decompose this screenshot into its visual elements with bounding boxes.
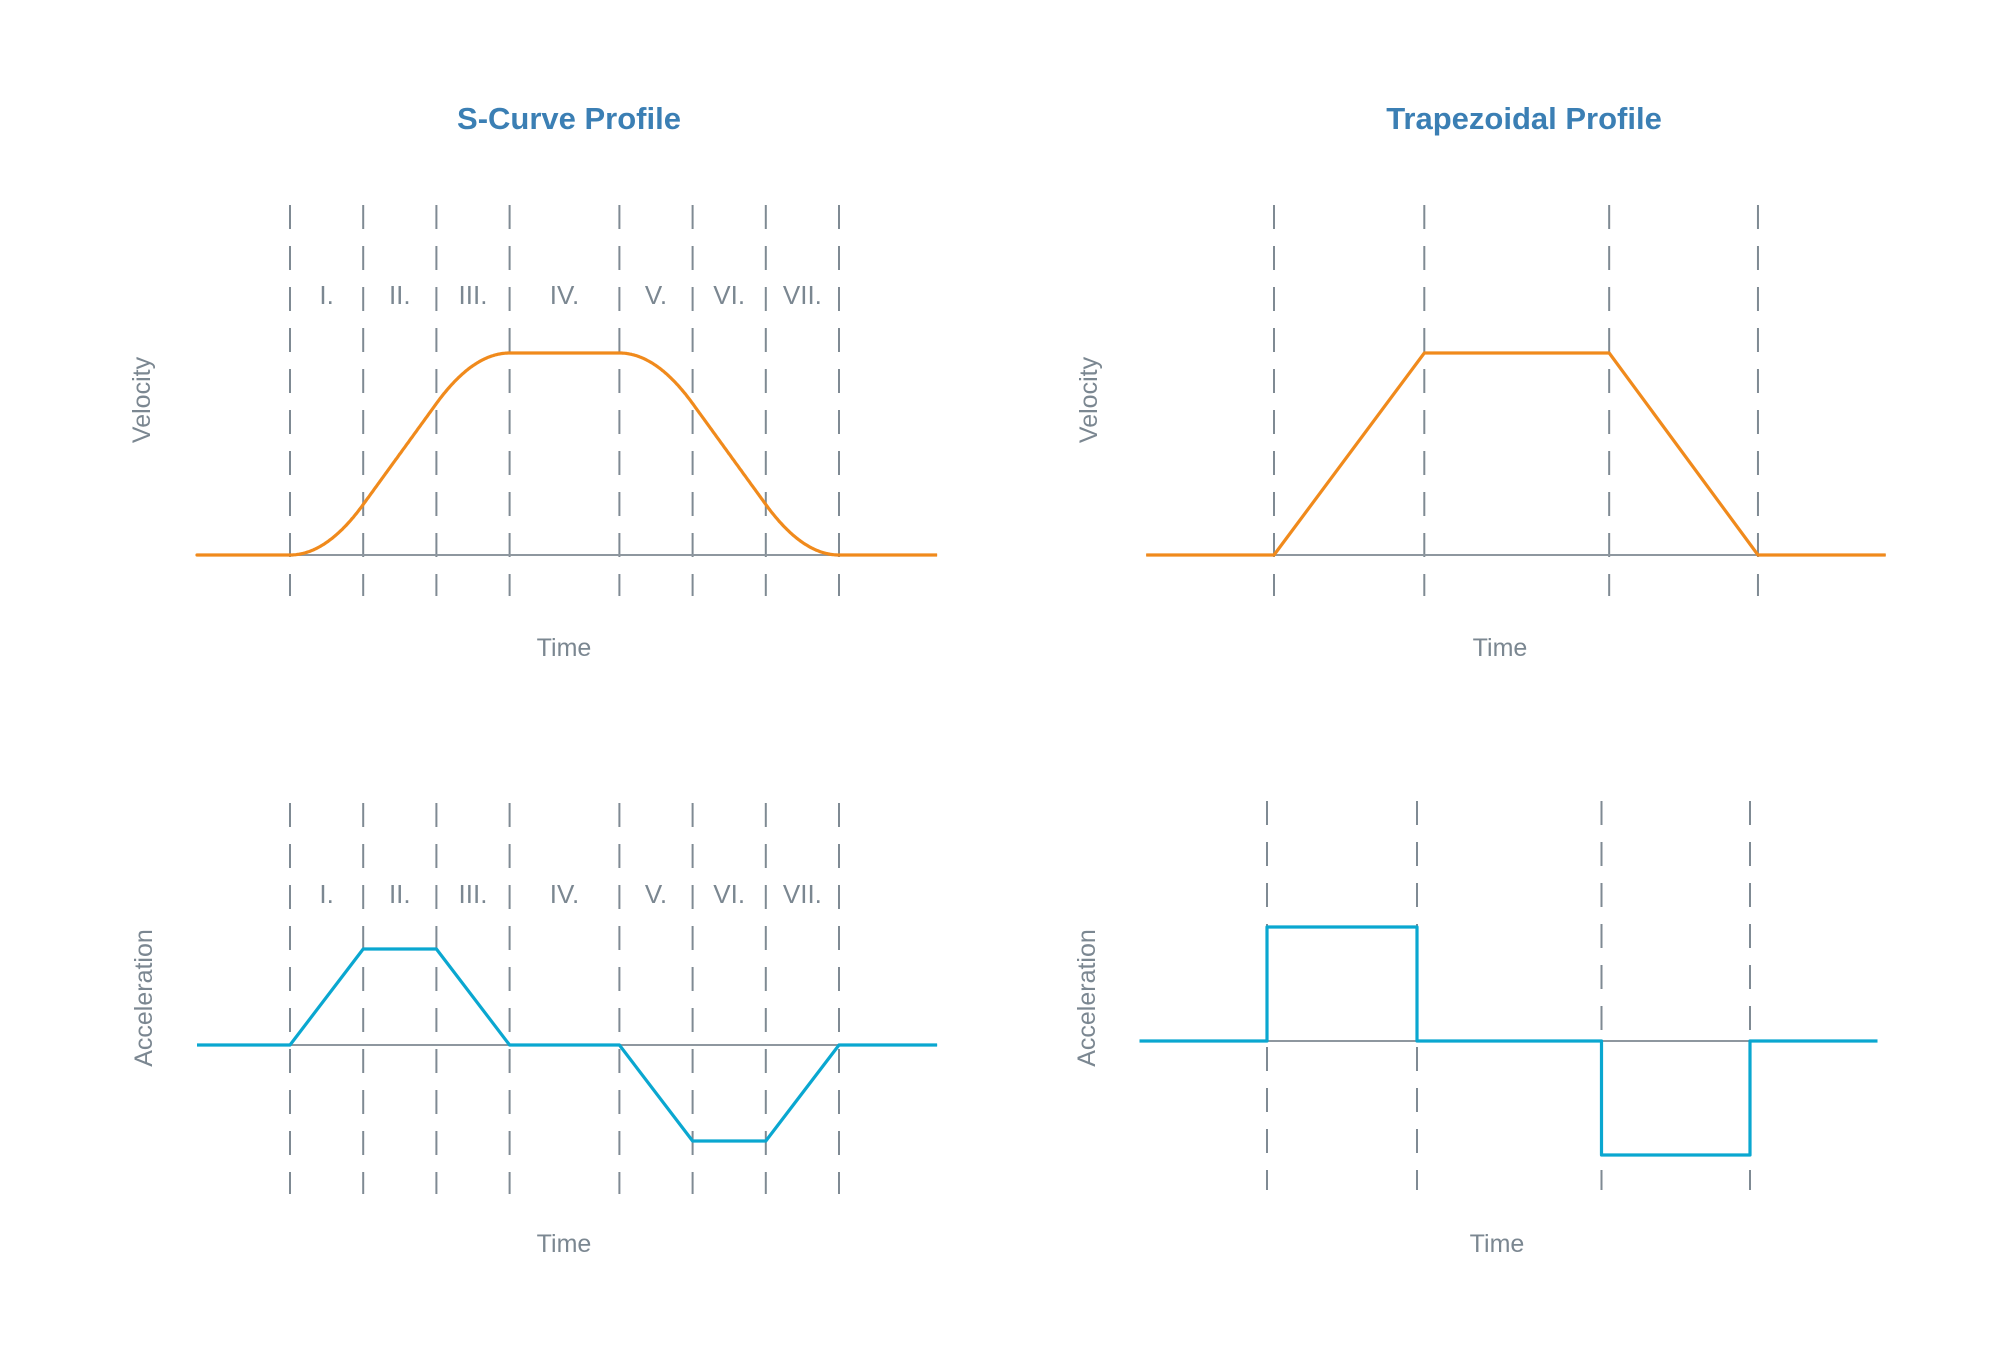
t-velocity-ylabel: Velocity [1075, 356, 1103, 443]
t-acceleration-xlabel: Time [1470, 1230, 1525, 1258]
s-velocity-ylabel: Velocity [128, 356, 156, 443]
s-velocity-phase-label: III. [459, 280, 488, 310]
s-acceleration-phase-label: VI. [713, 879, 745, 909]
trapezoidal-title: Trapezoidal Profile [1386, 101, 1662, 136]
s-acceleration-curve [197, 947, 938, 1143]
s-velocity-xlabel: Time [537, 634, 592, 662]
s-velocity-phase-label: VII. [783, 280, 822, 310]
s-velocity-phase-label: II. [389, 280, 411, 310]
s-acceleration-phase-label: III. [459, 879, 488, 909]
s-acceleration-phase-label: IV. [550, 879, 579, 909]
s-velocity-phase-label: IV. [550, 280, 579, 310]
s-acceleration-phase-label: VII. [783, 879, 822, 909]
s-acceleration-xlabel: Time [537, 1230, 592, 1258]
s-curve-title: S-Curve Profile [457, 101, 681, 136]
s-velocity-curve [195, 351, 938, 557]
s-acceleration-phase-label: II. [389, 879, 411, 909]
s-acceleration-phase-label: V. [645, 879, 667, 909]
s-velocity-phase-label: I. [319, 280, 333, 310]
t-acceleration-curve [1139, 925, 1878, 1157]
t-acceleration-ylabel: Acceleration [1073, 929, 1101, 1067]
s-velocity-phase-label: VI. [713, 280, 745, 310]
s-acceleration-phase-label: I. [319, 879, 333, 909]
t-velocity-xlabel: Time [1473, 634, 1528, 662]
s-acceleration-ylabel: Acceleration [130, 929, 158, 1067]
t-velocity-curve [1146, 351, 1886, 557]
s-velocity-phase-label: V. [645, 280, 667, 310]
